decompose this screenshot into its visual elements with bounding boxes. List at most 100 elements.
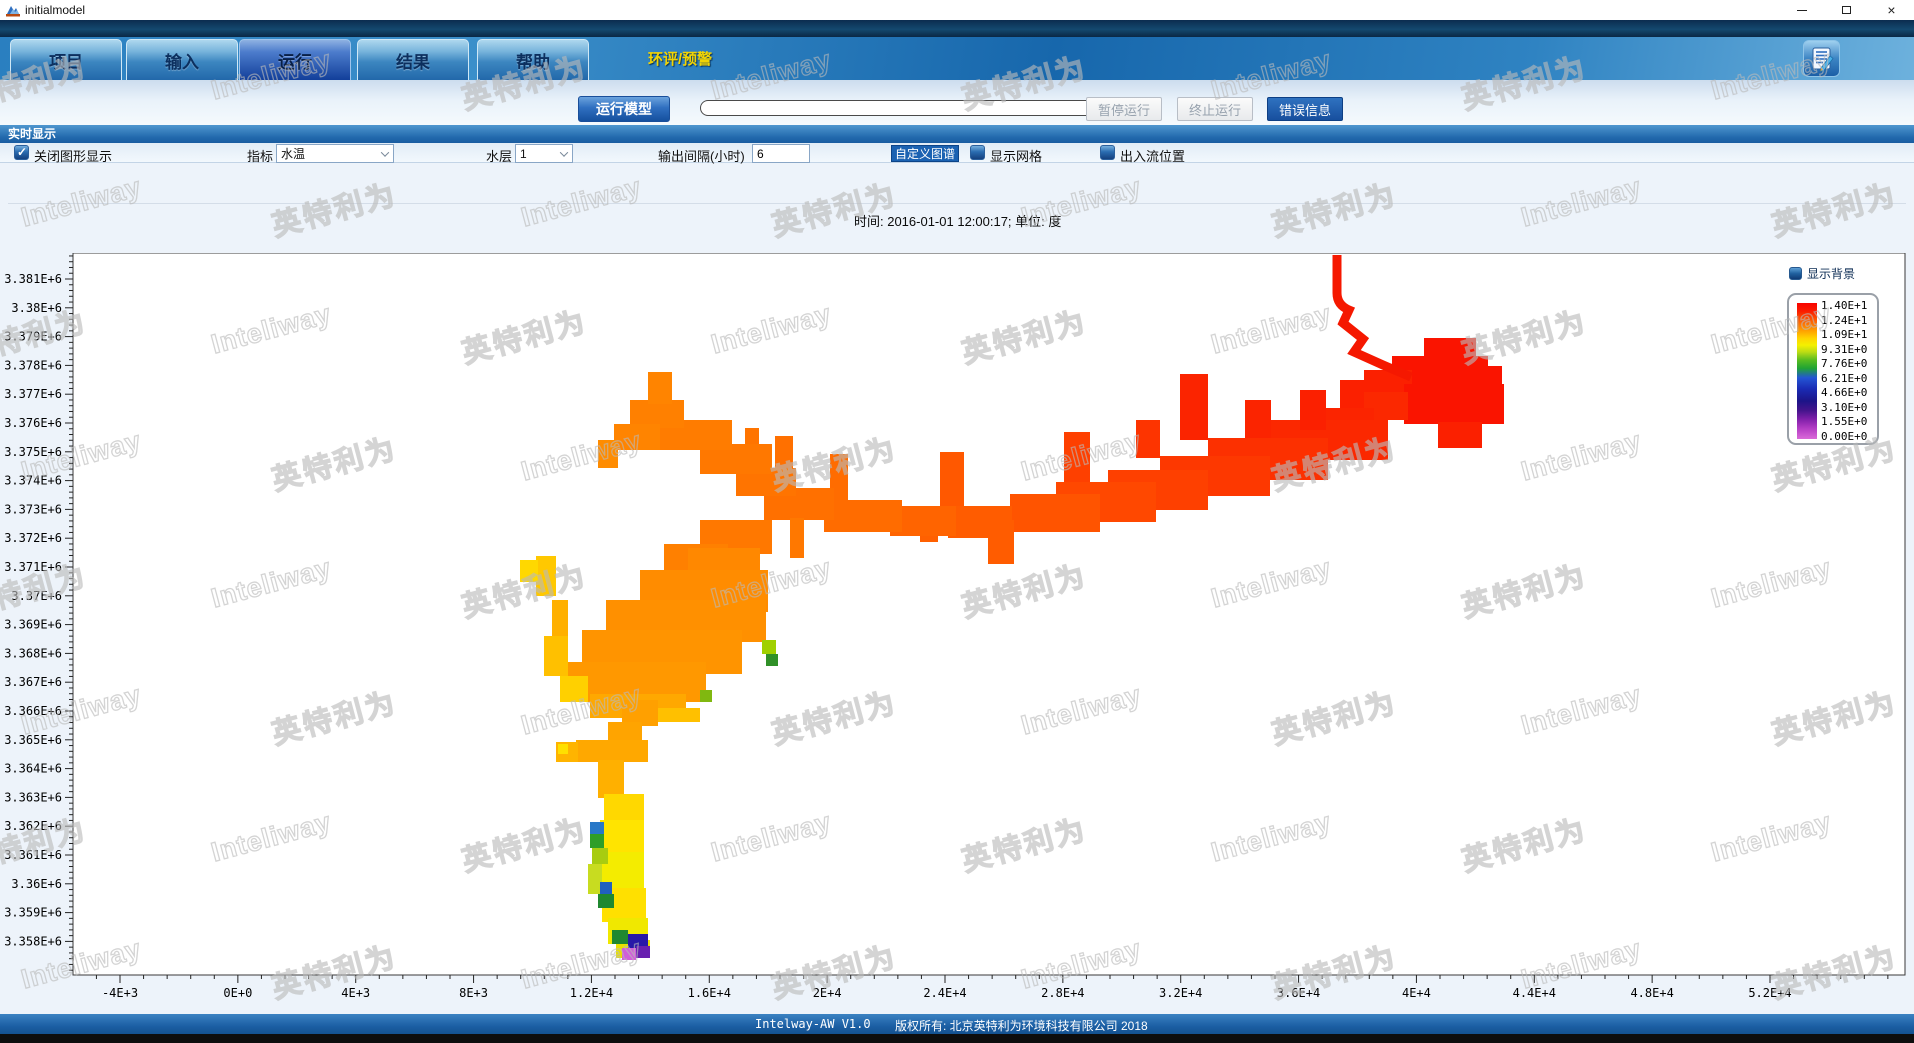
- map-cell: [598, 440, 618, 468]
- map-cell: [598, 760, 624, 798]
- legend-background-label: 显示背景: [1807, 267, 1856, 281]
- watermark-text: 英特利为: [1268, 178, 1401, 243]
- map-cell: [636, 946, 650, 958]
- map-cell: [1010, 494, 1100, 532]
- map-cell: [604, 794, 644, 824]
- y-axis-label: 3.369E+6: [4, 618, 62, 632]
- colorbar-gradient: [1797, 303, 1817, 439]
- document-edit-icon-button[interactable]: [1803, 40, 1840, 77]
- interval-input[interactable]: [752, 144, 810, 163]
- temperature-map: [520, 255, 1504, 960]
- x-axis-label: 5.2E+4: [1748, 986, 1791, 998]
- chevron-down-icon: [377, 145, 393, 162]
- map-cell: [592, 848, 608, 864]
- map-cell: [612, 930, 628, 944]
- y-axis-label: 3.372E+6: [4, 531, 62, 545]
- close-graphics-checkbox[interactable]: [14, 145, 29, 160]
- watermark-text: 英特利为: [768, 178, 901, 243]
- pause-run-button[interactable]: 暂停运行: [1086, 97, 1162, 121]
- show-grid-checkbox[interactable]: [970, 145, 985, 160]
- map-cell: [588, 864, 602, 894]
- close-button[interactable]: [1869, 0, 1914, 20]
- y-axis-label: 3.368E+6: [4, 646, 62, 660]
- map-cell: [590, 834, 604, 848]
- close-graphics-label: 关闭图形显示: [34, 149, 113, 164]
- map-cell: [560, 676, 588, 702]
- tab-input[interactable]: 输入: [126, 39, 238, 80]
- y-axis-label: 3.375E+6: [4, 445, 62, 459]
- tab-help[interactable]: 帮助: [477, 39, 589, 80]
- x-axis-label: 2.8E+4: [1041, 986, 1084, 998]
- tab-run[interactable]: 运行: [239, 39, 351, 80]
- plot-area: -4E+3 0E+0 4E+3 8E+3 1.2E+4 1.6E+4 2E+4 2.4E+4 2…: [4, 253, 1906, 998]
- x-axis-label: 4.8E+4: [1630, 986, 1673, 998]
- legend-value: 7.76E+0: [1821, 357, 1868, 371]
- window-titlebar: initialmodel: [0, 0, 1914, 20]
- show-grid-label: 显示网格: [990, 149, 1043, 164]
- map-cell: [766, 654, 778, 666]
- watermark-text: 英特利为: [268, 178, 401, 243]
- y-axis-label: 3.38E+6: [11, 301, 62, 315]
- realtime-controls: 关闭图形显示 指标 水温 水层 1 输出间隔(小时) 自定义图谱 显示网格 出入…: [0, 143, 1914, 164]
- legend-value: 6.21E+0: [1821, 371, 1868, 385]
- map-cell: [824, 500, 902, 532]
- document-edit-icon: [1812, 47, 1834, 72]
- legend-value: 4.66E+0: [1821, 386, 1868, 400]
- tab-project[interactable]: 项目: [10, 39, 122, 80]
- y-axis-label: 3.365E+6: [4, 733, 62, 747]
- y-axis-label: 3.364E+6: [4, 762, 62, 776]
- plot-frame: [72, 253, 1906, 976]
- stop-run-button[interactable]: 终止运行: [1177, 97, 1253, 121]
- flow-positions-label: 出入流位置: [1120, 149, 1186, 164]
- y-axis-label: 3.361E+6: [4, 848, 62, 862]
- status-version: Intelway-AW V1.0: [755, 1017, 871, 1031]
- legend-background-checkbox[interactable]: [1789, 267, 1802, 280]
- legend-value: 1.09E+1: [1821, 328, 1868, 342]
- error-info-button[interactable]: 错误信息: [1267, 97, 1343, 121]
- main-tabbar: 项目 输入 运行 结果 帮助 环评/预警: [0, 37, 1914, 80]
- river-channel: [1332, 255, 1413, 382]
- chart-region: -4E+3 0E+0 4E+3 8E+3 1.2E+4 1.6E+4 2E+4 2.4E+4 2…: [0, 253, 1914, 998]
- custom-palette-button[interactable]: 自定义图谱: [891, 145, 959, 162]
- layer-select[interactable]: 1: [515, 144, 573, 163]
- maximize-button[interactable]: [1824, 0, 1869, 20]
- y-axis-label: 3.374E+6: [4, 474, 62, 488]
- tab-env-warning[interactable]: 环评/预警: [648, 51, 713, 68]
- bottom-edge: [0, 1034, 1914, 1043]
- map-cell: [552, 600, 568, 640]
- tab-label: 结果: [396, 52, 430, 72]
- run-toolbar: 运行模型 已运行 0%。 暂停运行 终止运行 错误信息: [0, 80, 1914, 141]
- map-cell: [630, 400, 684, 428]
- status-bar: Intelway-AW V1.0 版权所有: 北京英特利为环境科技有限公司 20…: [0, 1014, 1914, 1034]
- indicator-select[interactable]: 水温: [276, 144, 394, 163]
- x-axis-label: 2.4E+4: [923, 986, 966, 998]
- y-axis-label: 3.377E+6: [4, 387, 62, 401]
- y-axis-label: 3.362E+6: [4, 819, 62, 833]
- minimize-button[interactable]: [1779, 0, 1824, 20]
- map-cell: [830, 454, 848, 500]
- y-axis-label: 3.371E+6: [4, 560, 62, 574]
- map-cell: [940, 452, 964, 508]
- flow-positions-checkbox[interactable]: [1100, 145, 1115, 160]
- x-axis-label: 3.2E+4: [1159, 986, 1202, 998]
- y-axis-label: 3.376E+6: [4, 416, 62, 430]
- window-title: initialmodel: [25, 3, 86, 17]
- x-axis-label: 8E+3: [459, 986, 488, 998]
- legend-value: 1.24E+1: [1821, 313, 1868, 327]
- map-cell: [648, 372, 672, 404]
- layer-label: 水层: [486, 149, 513, 164]
- panel-divider: [8, 203, 1906, 204]
- indicator-label: 指标: [247, 149, 274, 164]
- progress-bar: [700, 100, 1114, 116]
- tab-label: 帮助: [516, 52, 550, 72]
- y-axis-label: 3.381E+6: [4, 272, 62, 286]
- map-cell: [700, 690, 712, 702]
- run-model-button[interactable]: 运行模型: [578, 96, 670, 122]
- legend-value: 9.31E+0: [1821, 342, 1868, 356]
- tab-results[interactable]: 结果: [357, 39, 469, 80]
- y-axis-label: 3.373E+6: [4, 502, 62, 516]
- watermark-text: 英特利为: [1768, 178, 1901, 243]
- map-cell: [1245, 400, 1271, 440]
- chevron-down-icon: [556, 145, 572, 162]
- x-axis-label: 1.6E+4: [688, 986, 731, 998]
